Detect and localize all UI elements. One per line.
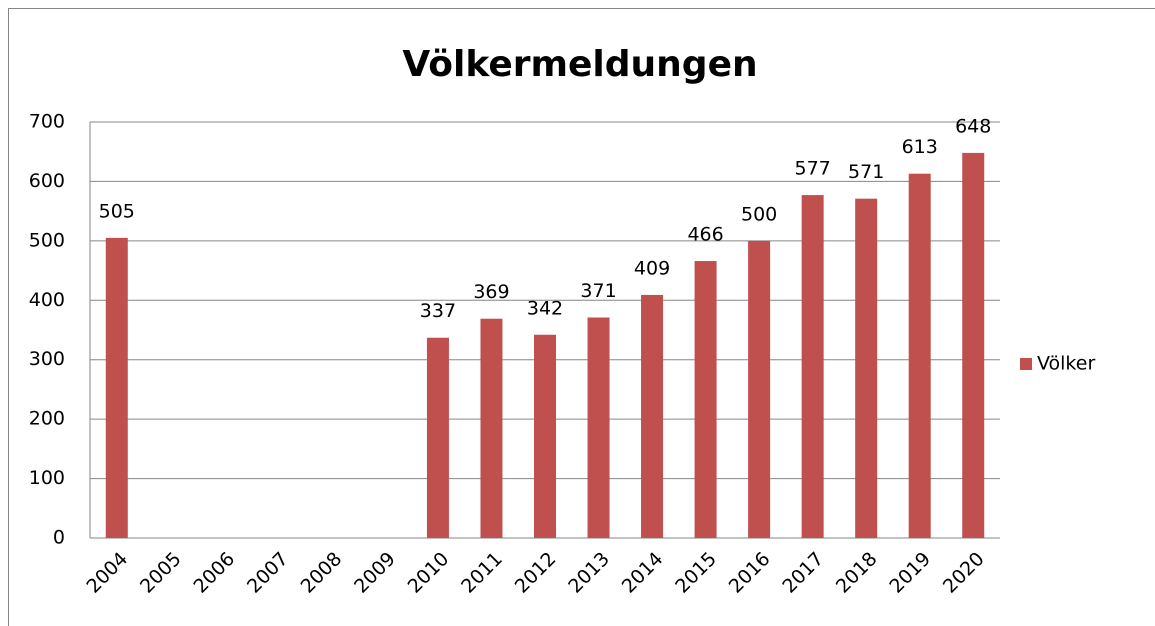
data-label: 613 bbox=[902, 136, 938, 158]
bar bbox=[105, 237, 128, 538]
y-tick-label: 700 bbox=[29, 111, 65, 133]
data-label: 500 bbox=[741, 203, 777, 225]
bar bbox=[801, 195, 824, 538]
legend-label: Völker bbox=[1037, 353, 1095, 375]
bar bbox=[694, 261, 717, 538]
y-tick-label: 500 bbox=[29, 229, 65, 251]
bar bbox=[641, 294, 664, 538]
data-label: 369 bbox=[473, 281, 509, 303]
data-label: 409 bbox=[634, 257, 670, 279]
y-tick-label: 200 bbox=[29, 408, 65, 430]
data-label: 342 bbox=[527, 297, 563, 319]
y-tick-label: 300 bbox=[29, 348, 65, 370]
y-tick-label: 400 bbox=[29, 289, 65, 311]
bar bbox=[855, 198, 878, 539]
data-label: 648 bbox=[955, 115, 991, 137]
data-label: 337 bbox=[420, 300, 456, 322]
y-tick-label: 100 bbox=[29, 467, 65, 489]
data-label: 577 bbox=[795, 158, 831, 180]
bar bbox=[748, 240, 771, 538]
chart-title: Völkermeldungen bbox=[402, 44, 757, 85]
bar bbox=[534, 334, 556, 538]
data-label: 571 bbox=[848, 161, 884, 183]
bar bbox=[908, 173, 931, 538]
bar bbox=[480, 318, 503, 538]
bar bbox=[587, 317, 610, 538]
legend-swatch bbox=[1020, 358, 1032, 370]
bar bbox=[426, 337, 449, 538]
data-label: 371 bbox=[580, 280, 616, 302]
bar bbox=[962, 152, 985, 538]
y-tick-label: 600 bbox=[29, 170, 65, 192]
y-tick-label: 0 bbox=[53, 527, 65, 549]
data-label: 466 bbox=[687, 224, 723, 246]
data-label: 505 bbox=[99, 200, 135, 222]
